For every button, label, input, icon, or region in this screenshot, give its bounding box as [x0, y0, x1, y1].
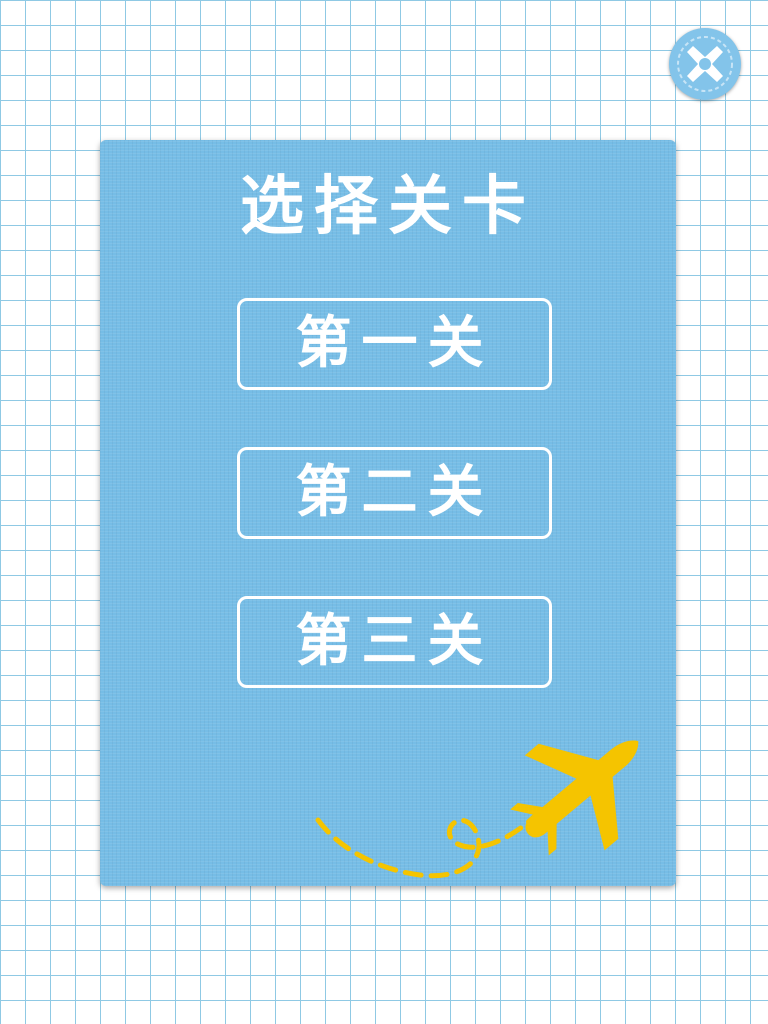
level-select-panel: 选择关卡 第一关 第二关 第三关 [100, 140, 676, 886]
level-3-button[interactable]: 第三关 [237, 596, 552, 688]
level-1-button[interactable]: 第一关 [237, 298, 552, 390]
close-button[interactable] [669, 28, 741, 100]
close-icon [677, 36, 733, 92]
panel-title: 选择关卡 [240, 170, 536, 244]
airplane-icon [510, 740, 639, 856]
airplane-decoration [315, 740, 639, 879]
level-2-button[interactable]: 第二关 [237, 447, 552, 539]
flight-trail [315, 802, 548, 879]
